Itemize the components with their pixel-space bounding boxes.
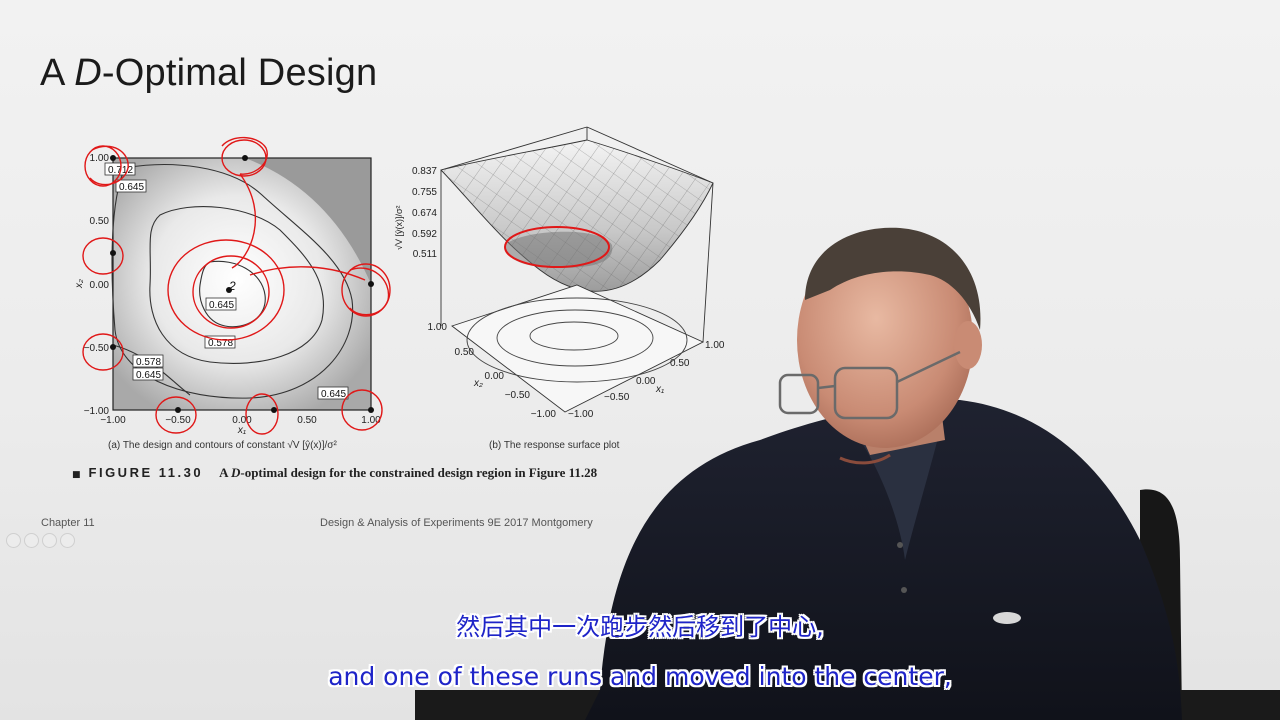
x1-axis-label: x₁ — [655, 384, 664, 395]
feasible-region — [113, 158, 371, 410]
base-plane — [451, 284, 705, 413]
toolbar-back-icon[interactable] — [6, 533, 21, 548]
surface-trough — [505, 231, 613, 268]
y-tick: 1.00 — [90, 153, 110, 164]
slide-toolbar — [6, 533, 75, 548]
shirt-button — [897, 542, 903, 548]
y-tick: 0.50 — [90, 216, 110, 227]
x1-tick: 1.00 — [705, 340, 725, 351]
contour-label: 0.578 — [208, 338, 233, 349]
design-point — [110, 344, 116, 350]
presenter-torso — [585, 400, 1182, 720]
presenter-ear — [954, 321, 982, 369]
y-axis-label: x₂ — [74, 279, 85, 289]
slide-title: A D-Optimal Design — [40, 52, 377, 95]
toolbar-menu-icon[interactable] — [60, 533, 75, 548]
contour-label: 0.645 — [209, 300, 234, 311]
design-point — [226, 287, 232, 293]
title-suffix: -Optimal Design — [101, 52, 378, 94]
contour-line-mid — [149, 206, 324, 364]
x2-tick: −1.00 — [531, 409, 557, 420]
shirt-logo-icon — [993, 612, 1021, 624]
design-point — [110, 155, 116, 161]
contour-label: 0.578 — [136, 357, 161, 368]
x-tick: 1.00 — [361, 415, 381, 426]
z-tick: 0.755 — [412, 187, 437, 198]
design-point — [368, 407, 374, 413]
design-point — [110, 250, 116, 256]
title-italic: D — [74, 52, 102, 94]
toolbar-forward-icon[interactable] — [24, 533, 39, 548]
x-tick: 0.00 — [232, 415, 252, 426]
z-tick: 0.592 — [412, 229, 437, 240]
surface-plot-caption: (b) The response surface plot — [489, 440, 620, 451]
x2-tick: 1.00 — [428, 322, 448, 333]
x2-axis-label: x₂ — [473, 378, 483, 389]
figure-caption-a: A — [219, 465, 231, 480]
x1-tick: 0.50 — [670, 358, 690, 369]
presenter-head — [797, 232, 973, 448]
presenter-collar — [860, 430, 940, 560]
x1-tick: −0.50 — [604, 392, 630, 403]
y-tick: −0.50 — [84, 343, 110, 354]
contour-label: 0.645 — [321, 389, 346, 400]
toolbar-zoom-icon[interactable] — [42, 533, 57, 548]
x-tick: −1.00 — [100, 415, 126, 426]
x2-tick: 0.00 — [485, 371, 505, 382]
footer-source: Design & Analysis of Experiments 9E 2017… — [320, 517, 593, 529]
contour-line-inner — [199, 260, 266, 328]
y-tick: −1.00 — [84, 406, 110, 417]
x-tick: 0.50 — [297, 415, 317, 426]
title-prefix: A — [40, 52, 75, 94]
x1-tick: −1.00 — [568, 409, 594, 420]
z-tick: 0.837 — [412, 166, 437, 177]
base-contours — [466, 297, 688, 383]
z-tick: 0.674 — [412, 208, 437, 219]
figure-label: FIGURE 11.30 — [88, 465, 204, 480]
contour-plot-caption: (a) The design and contours of constant … — [108, 439, 337, 451]
design-point — [368, 281, 374, 287]
hand-annotations — [82, 136, 391, 435]
x1-tick: 0.00 — [636, 376, 656, 387]
design-point — [175, 407, 181, 413]
subtitle-english: and one of these runs and moved into the… — [328, 662, 952, 691]
x-tick: −0.50 — [165, 415, 191, 426]
figure-caption-b: -optimal design for the constrained desi… — [240, 465, 598, 480]
surface-mesh — [441, 140, 713, 292]
x2-tick: −0.50 — [505, 390, 531, 401]
presenter-hair — [805, 227, 981, 330]
figure-caption: ■ FIGURE 11.30 A D-optimal design for the … — [72, 465, 597, 481]
z-tick: 0.511 — [413, 249, 438, 260]
y-tick: 0.00 — [90, 280, 110, 291]
presenter-mouth — [839, 453, 891, 465]
surface-red-circle — [504, 226, 610, 268]
glasses-icon — [778, 350, 961, 420]
design-point — [242, 155, 248, 161]
shirt-button — [901, 587, 907, 593]
footer-chapter: Chapter 11 — [41, 517, 95, 529]
subtitle-chinese: 然后其中一次跑步然后移到了中心, — [456, 613, 824, 641]
x-axis-label: x₁ — [237, 425, 246, 436]
contour-label: 0.645 — [136, 370, 161, 381]
design-point — [271, 407, 277, 413]
z-axis-label: √V [ŷ(x)]/σ² — [394, 206, 404, 251]
contour-line-outer — [111, 164, 354, 399]
figure-caption-italic: D — [230, 465, 241, 480]
annotation-number: 2 — [228, 279, 236, 293]
caption-bullet-icon: ■ — [72, 470, 81, 480]
x2-tick: 0.50 — [455, 347, 475, 358]
contour-label: 0.645 — [119, 182, 144, 193]
